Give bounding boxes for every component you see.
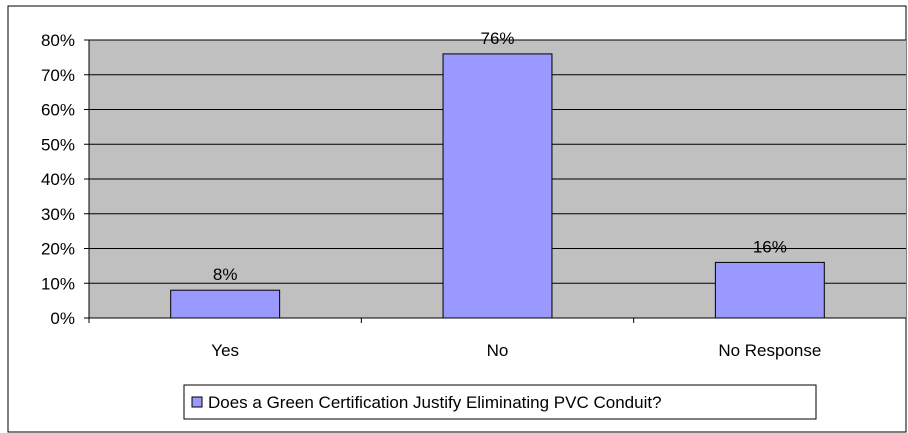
y-axis: 0% 10% 20% 30% 40% 50% 60% 70% 80% [41,31,90,328]
y-tick-label: 30% [41,205,75,224]
y-tick-label: 0% [50,309,75,328]
y-tick-label: 70% [41,66,75,85]
x-tick-label: Yes [211,341,239,360]
data-label: 8% [213,265,238,284]
y-tick-label: 80% [41,31,75,50]
legend-swatch [191,396,203,408]
x-axis: Yes No No Response [88,317,907,360]
legend-label: Does a Green Certification Justify Elimi… [208,393,662,412]
legend: Does a Green Certification Justify Elimi… [183,384,817,420]
data-label: 16% [753,237,787,256]
x-tick-label: No [487,341,509,360]
y-tick-label: 10% [41,274,75,293]
data-labels: 8% 76% 16% [213,29,787,284]
data-label: 76% [480,29,514,48]
x-tick-label: No Response [718,341,821,360]
bar [170,289,281,319]
bars [170,53,825,319]
bar [442,53,553,319]
y-tick-label: 40% [41,170,75,189]
y-tick-label: 60% [41,101,75,120]
y-tick-label: 20% [41,240,75,259]
legend-box [183,384,817,420]
y-tick-label: 50% [41,135,75,154]
bar [714,261,825,319]
